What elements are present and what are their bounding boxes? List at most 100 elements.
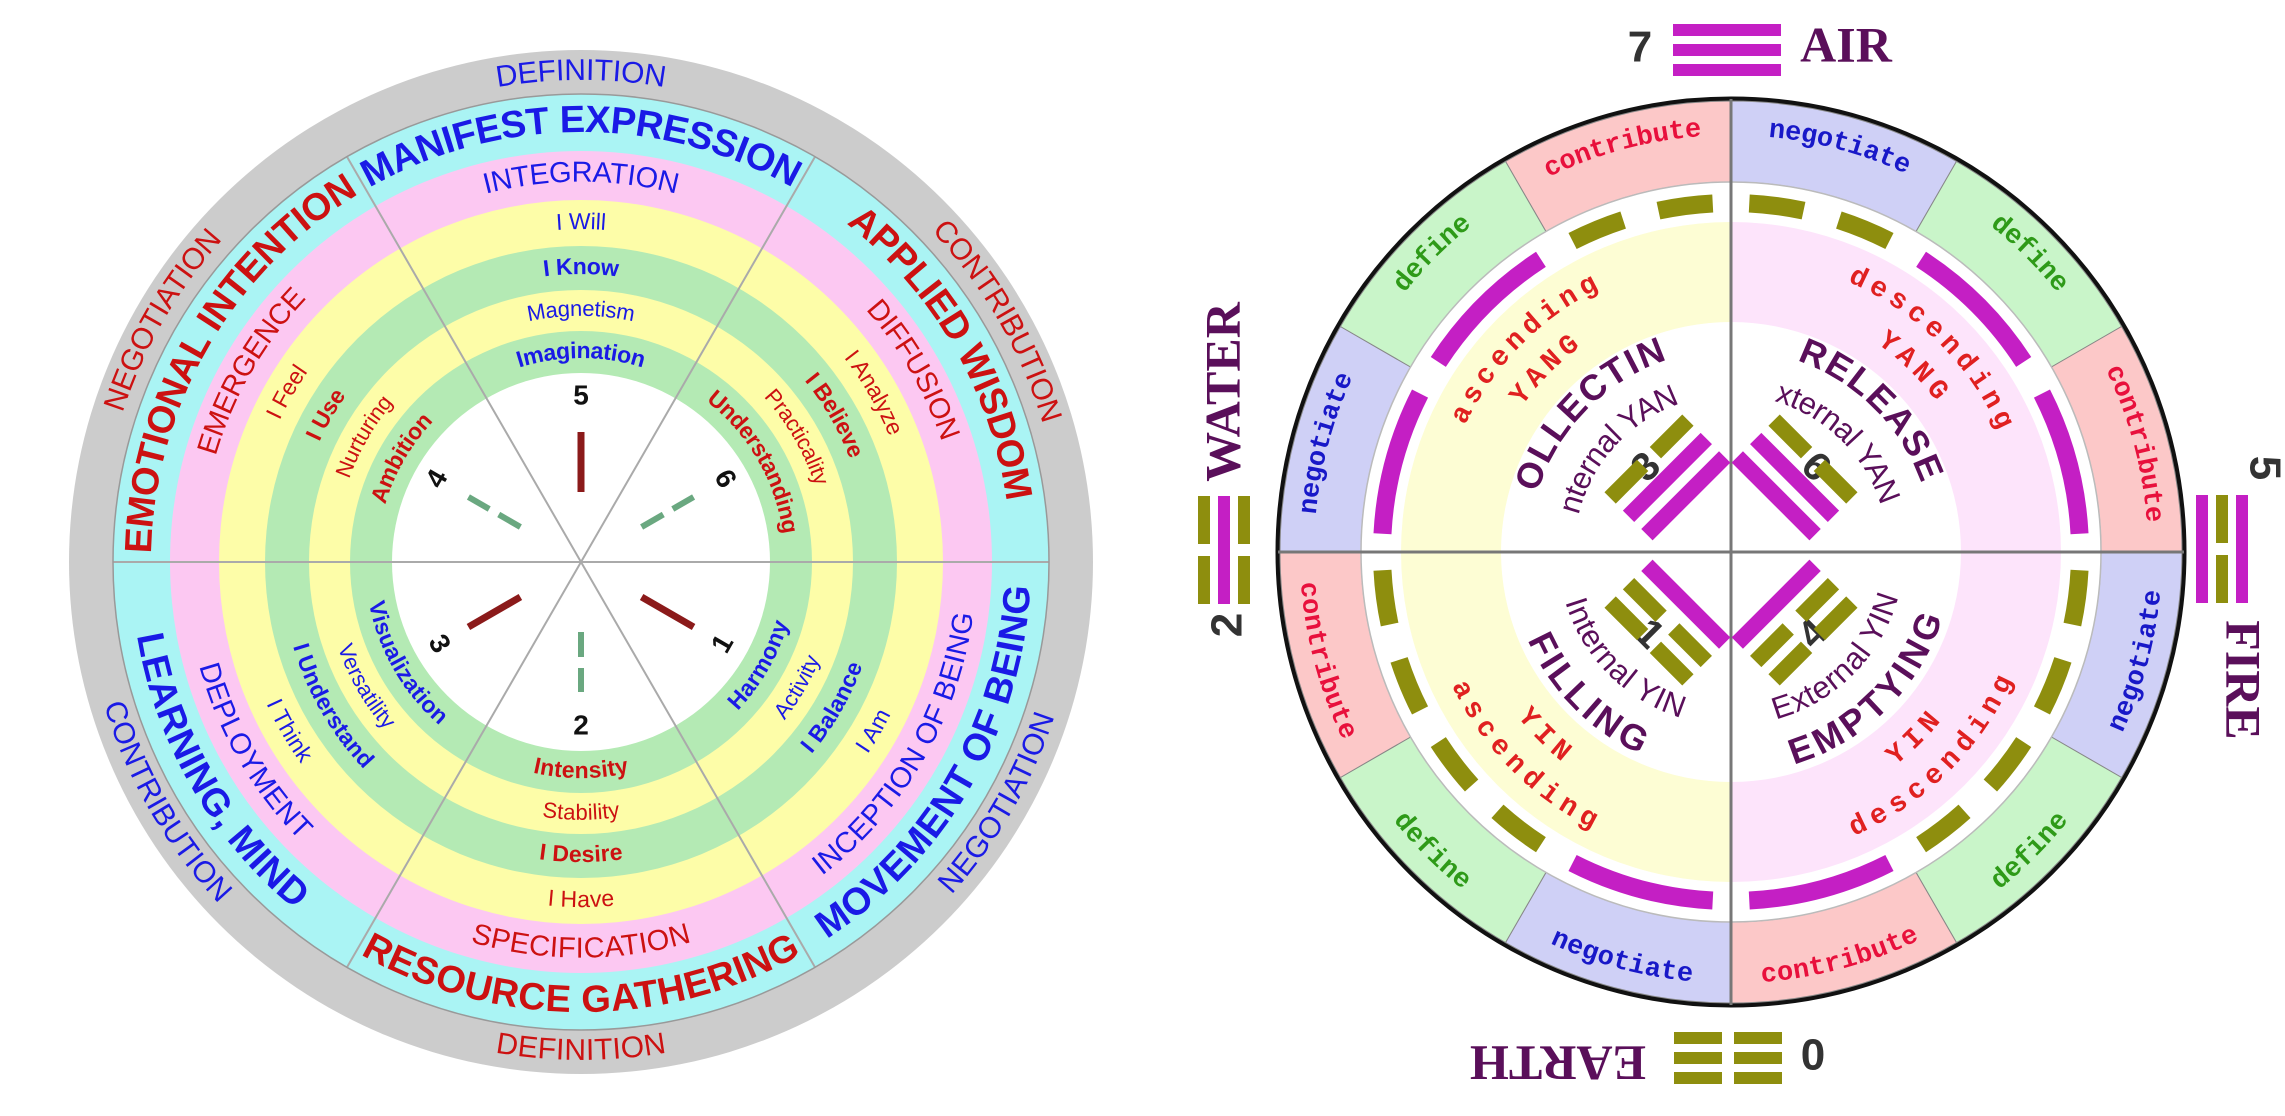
element-number-water: 2 xyxy=(1203,613,1252,637)
trigram-broken-line xyxy=(1795,578,1840,622)
broken-line-mark xyxy=(671,494,696,512)
left-wheel: DEFINITIONCONTRIBUTIONNEGOTIATIONDEFINIT… xyxy=(69,50,1093,1074)
broken-bar xyxy=(1568,211,1626,250)
element-broken-line xyxy=(1198,556,1210,604)
solid-bar xyxy=(1430,251,1546,367)
sector-divider xyxy=(346,561,582,968)
quadrant-band xyxy=(1401,552,1731,882)
trigram-broken-line xyxy=(1768,414,1813,459)
element-solid-line xyxy=(1218,496,1230,604)
element-solid-line xyxy=(1673,64,1781,76)
sector-number-top: 5 xyxy=(573,379,589,410)
element-name-fire: FIRE xyxy=(2216,620,2272,739)
broken-bar xyxy=(2063,569,2089,627)
broken-line-mark xyxy=(640,511,665,530)
trigram-broken-line xyxy=(1813,596,1858,641)
solid-bar xyxy=(1748,854,1894,910)
element-broken-line xyxy=(2216,495,2228,543)
trigram-filling xyxy=(1604,559,1731,686)
element-solid-line xyxy=(1673,44,1781,56)
sector-knowing-top: I Know xyxy=(542,253,621,281)
trigram-solid-line xyxy=(1731,451,1821,541)
trigram-solid-line xyxy=(1731,559,1821,649)
sector-dividers xyxy=(112,93,1050,1031)
element-solid-line xyxy=(2196,495,2208,603)
trigram-broken-line xyxy=(1649,641,1694,686)
broken-bar xyxy=(1983,737,2032,792)
sector-knowing-bottom: I Desire xyxy=(538,838,624,867)
trigram-broken-line xyxy=(1768,641,1813,686)
solid-bar xyxy=(1568,854,1714,910)
element-broken-line xyxy=(1238,496,1250,544)
sector-divider xyxy=(346,156,582,563)
broken-bar xyxy=(1656,194,1714,220)
trigram-broken-line xyxy=(1813,459,1858,504)
inner-rings xyxy=(1360,181,2102,923)
broken-bar xyxy=(1748,194,1806,220)
quadrant-band xyxy=(1731,552,2061,882)
trigram-broken-line xyxy=(1604,596,1649,641)
broken-line-mark xyxy=(466,494,491,512)
element-number-air: 7 xyxy=(1628,23,1652,72)
ring-bars xyxy=(1373,194,2089,910)
trigram-water-wrap xyxy=(1198,496,1250,604)
broken-line-mark xyxy=(497,511,522,530)
element-number-fire: 5 xyxy=(2240,456,2285,480)
sector-divider xyxy=(580,156,816,563)
trigram-collecting xyxy=(1604,414,1731,541)
solid-bar xyxy=(2033,389,2089,535)
element-broken-line xyxy=(1674,1072,1722,1084)
element-markers: 7 AIR 0 EARTH 5 FIRE 2 WATER xyxy=(1194,16,2285,1091)
center-marks xyxy=(466,432,696,692)
solid-bar xyxy=(1916,251,2032,367)
trigram-broken-line xyxy=(1622,578,1667,622)
sector-faculty-bottom: Intensity xyxy=(532,752,631,783)
quadrant-band xyxy=(1401,222,1731,552)
broken-bar xyxy=(1430,737,1479,792)
broken-bar xyxy=(1491,804,1546,853)
sector-statement-top: I Will xyxy=(555,208,607,235)
element-broken-line xyxy=(1674,1032,1722,1044)
trigram-release xyxy=(1731,414,1858,541)
trigram-broken-line xyxy=(1649,414,1694,459)
trigram-solid-line xyxy=(1622,432,1712,522)
element-broken-line xyxy=(1734,1072,1782,1084)
trigram-broken-line xyxy=(1750,623,1794,668)
quadrant-trigrams xyxy=(1604,414,1858,686)
element-broken-line xyxy=(1734,1052,1782,1064)
sector-divider xyxy=(580,561,816,968)
element-number-earth: 0 xyxy=(1801,1031,1825,1080)
sector-quality-bottom: Stability xyxy=(541,797,621,825)
element-solid-line xyxy=(2236,495,2248,603)
trigram-fire-wrap xyxy=(2196,495,2248,603)
broken-bar xyxy=(1373,569,1399,627)
trigram-air xyxy=(1673,24,1781,76)
solid-line-mark xyxy=(466,593,523,631)
quadrant-band xyxy=(1731,222,2061,552)
element-name-earth: EARTH xyxy=(1470,1036,1646,1092)
broken-bar xyxy=(2033,657,2072,715)
solid-line-mark xyxy=(639,593,696,631)
element-broken-line xyxy=(1198,496,1210,544)
cyan-ring-edge xyxy=(112,93,1050,1031)
trigram-solid-line xyxy=(1750,432,1840,522)
broken-bar xyxy=(1916,804,1971,853)
trigram-solid-line xyxy=(1641,559,1731,649)
element-solid-line xyxy=(1673,24,1781,36)
broken-bar xyxy=(1390,657,1429,715)
element-broken-line xyxy=(1238,556,1250,604)
element-broken-line xyxy=(1734,1032,1782,1044)
trigram-emptying xyxy=(1731,559,1858,686)
trigram-broken-line xyxy=(1668,623,1712,668)
element-broken-line xyxy=(2216,555,2228,603)
trigram-solid-line xyxy=(1641,451,1731,541)
element-broken-line xyxy=(1674,1052,1722,1064)
sector-number-bottom: 2 xyxy=(573,709,589,740)
element-name-water: WATER xyxy=(1194,301,1250,482)
broken-bar xyxy=(1836,211,1894,250)
trigram-broken-line xyxy=(1604,459,1649,504)
trigram-earth xyxy=(1674,1032,1782,1084)
element-name-air: AIR xyxy=(1800,16,1893,72)
sector-statement-bottom: I Have xyxy=(547,885,615,913)
